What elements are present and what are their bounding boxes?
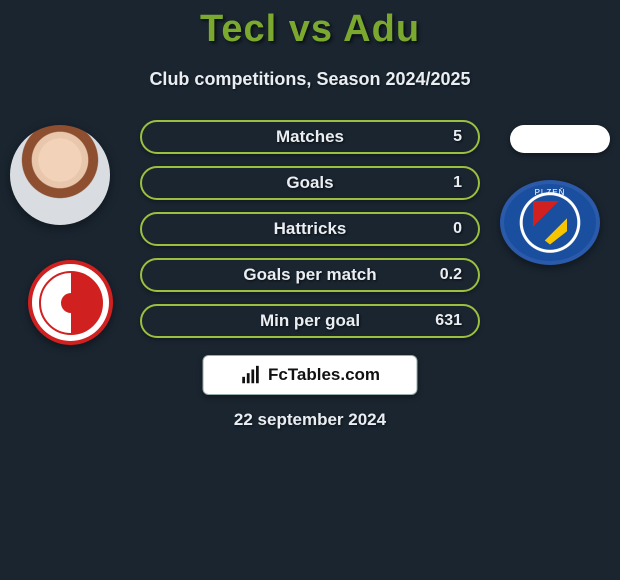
stat-row: Hattricks 0 bbox=[140, 212, 480, 246]
title-vs: vs bbox=[289, 8, 333, 50]
stat-value: 5 bbox=[453, 128, 462, 146]
player2-name: Adu bbox=[343, 8, 420, 50]
stat-label: Goals per match bbox=[243, 265, 376, 285]
stat-row: Goals 1 bbox=[140, 166, 480, 200]
player1-avatar bbox=[10, 125, 110, 225]
player1-name: Tecl bbox=[200, 8, 277, 50]
stat-row: Goals per match 0.2 bbox=[140, 258, 480, 292]
club1-badge: ★ bbox=[28, 260, 113, 345]
subtitle: Club competitions, Season 2024/2025 bbox=[0, 69, 620, 90]
page-title: Tecl vs Adu bbox=[0, 0, 620, 51]
chart-icon bbox=[240, 364, 262, 386]
club2-badge-text: PLZEŇ bbox=[504, 188, 596, 197]
stat-row: Matches 5 bbox=[140, 120, 480, 154]
stat-value: 0.2 bbox=[440, 266, 462, 284]
stat-label: Matches bbox=[276, 127, 344, 147]
date-text: 22 september 2024 bbox=[234, 410, 386, 430]
stat-row: Min per goal 631 bbox=[140, 304, 480, 338]
brand-text: FcTables.com bbox=[268, 365, 380, 385]
stat-bars: Matches 5 Goals 1 Hattricks 0 Goals per … bbox=[140, 120, 480, 350]
player2-avatar-placeholder bbox=[510, 125, 610, 153]
stat-value: 0 bbox=[453, 220, 462, 238]
club1-star-icon: ★ bbox=[66, 297, 75, 308]
brand-badge[interactable]: FcTables.com bbox=[203, 355, 418, 395]
stat-label: Goals bbox=[286, 173, 333, 193]
stat-value: 1 bbox=[453, 174, 462, 192]
club2-badge: PLZEŇ bbox=[500, 180, 600, 265]
stat-label: Min per goal bbox=[260, 311, 360, 331]
stat-label: Hattricks bbox=[274, 219, 347, 239]
stat-value: 631 bbox=[435, 312, 462, 330]
